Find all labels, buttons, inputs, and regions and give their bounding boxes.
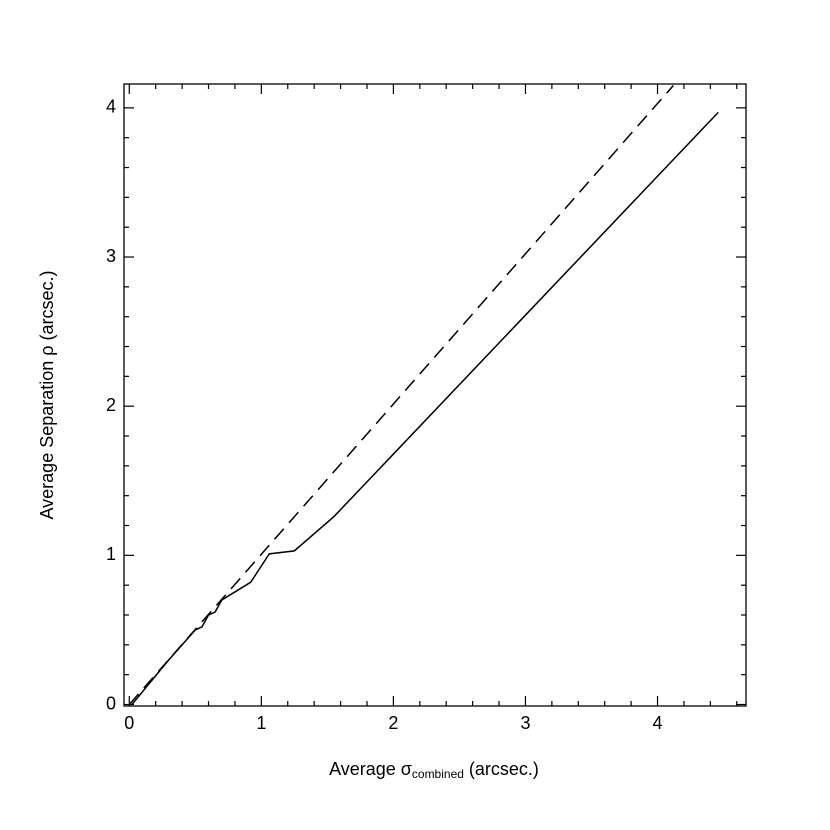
x-tick-label: 3 xyxy=(520,713,530,733)
x-axis-label: Average σcombined (arcsec.) xyxy=(329,759,539,781)
x-label-subscript: combined xyxy=(412,767,464,781)
x-label-suffix: (arcsec.) xyxy=(464,759,539,779)
x-tick-label: 0 xyxy=(124,713,134,733)
y-tick-label: 0 xyxy=(106,693,116,713)
y-tick-label: 4 xyxy=(106,97,116,117)
y-tick-label: 2 xyxy=(106,395,116,415)
x-tick-label: 4 xyxy=(653,713,663,733)
y-tick-label: 3 xyxy=(106,246,116,266)
y-tick-label: 1 xyxy=(106,544,116,564)
x-tick-label: 2 xyxy=(388,713,398,733)
y-axis-label: Average Separation ρ (arcsec.) xyxy=(37,270,57,519)
x-tick-label: 1 xyxy=(256,713,266,733)
x-label-text: Average σ xyxy=(329,759,412,779)
solid-line xyxy=(131,111,719,705)
dashed-line xyxy=(128,84,674,706)
plot-frame xyxy=(123,83,747,707)
